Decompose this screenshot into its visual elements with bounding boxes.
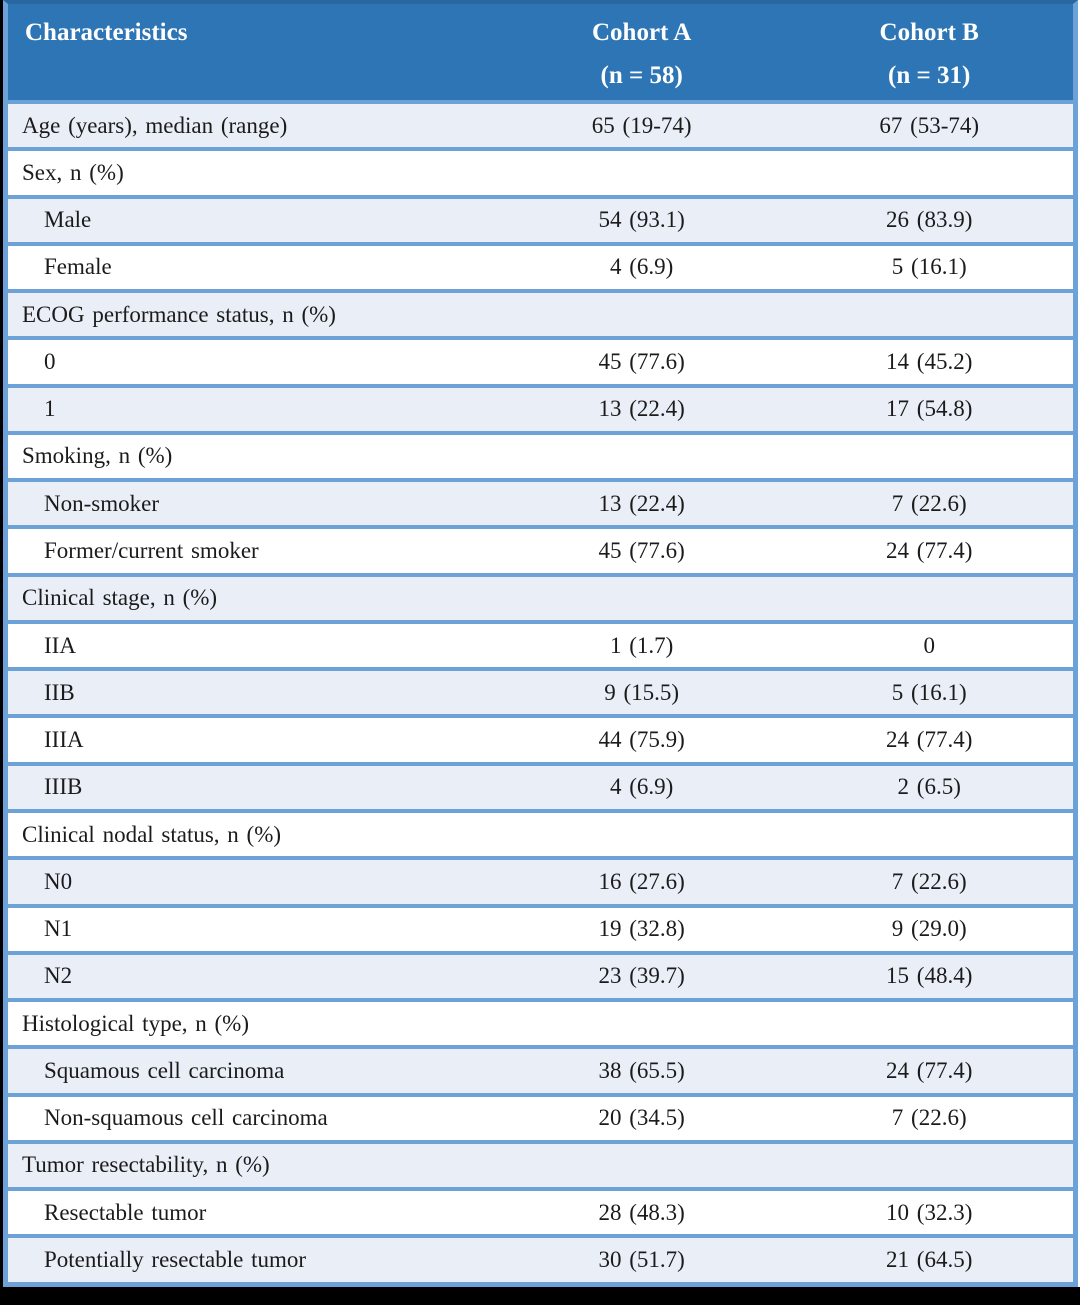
- table-row: Smoking, n (%): [8, 430, 1073, 479]
- cohort-b-value: 5 (16.1): [891, 679, 967, 705]
- table-row: Non-squamous cell carcinoma 20 (34.5) 7 …: [8, 1092, 1073, 1140]
- table-row: Age (years), median (range) 65 (19-74) 6…: [8, 100, 1073, 148]
- header-characteristics: Characteristics: [25, 19, 188, 46]
- row-label: Tumor resectability, n (%): [22, 1152, 270, 1178]
- cohort-a-value: 45 (77.6): [598, 538, 685, 564]
- table-row: Male 54 (93.1) 26 (83.9): [8, 194, 1073, 242]
- row-label: Smoking, n (%): [22, 443, 173, 469]
- row-label: Non-smoker: [44, 490, 159, 516]
- cohort-a-value: 28 (48.3): [598, 1199, 685, 1225]
- cohort-a-value: 9 (15.5): [604, 679, 680, 705]
- row-label: Male: [44, 207, 92, 233]
- table-row: IIIA 44 (75.9) 24 (77.4): [8, 714, 1073, 762]
- cohort-a-value: 65 (19-74): [591, 112, 692, 138]
- cohort-a-value: 13 (22.4): [598, 396, 685, 422]
- table-row: Clinical stage, n (%): [8, 572, 1073, 620]
- row-label: Non-squamous cell carcinoma: [44, 1105, 328, 1131]
- table-row: 1 13 (22.4) 17 (54.8): [8, 383, 1073, 431]
- row-label: N0: [44, 868, 73, 894]
- row-label: IIA: [44, 632, 76, 658]
- cohort-b-value: 17 (54.8): [886, 396, 973, 422]
- header-cohort-a-title: Cohort A: [592, 19, 692, 46]
- table-row: Non-smoker 13 (22.4) 7 (22.6): [8, 478, 1073, 526]
- header-cohort-a-n: (n = 58): [600, 62, 683, 89]
- cohort-b-value: 5 (16.1): [891, 254, 967, 280]
- row-label: 0: [44, 348, 56, 374]
- row-label: Resectable tumor: [44, 1199, 207, 1225]
- cohort-b-value: 24 (77.4): [886, 538, 973, 564]
- row-label: Clinical nodal status, n (%): [22, 821, 282, 847]
- cohort-a-value: 54 (93.1): [598, 207, 685, 233]
- cohort-b-value: 2 (6.5): [897, 774, 961, 800]
- cohort-b-value: 10 (32.3): [886, 1199, 973, 1225]
- cohort-b-value: 24 (77.4): [886, 727, 973, 753]
- characteristics-table: Characteristics Cohort A (n = 58) Cohort…: [3, 0, 1078, 1287]
- cohort-a-value: 23 (39.7): [598, 963, 685, 989]
- cohort-a-value: 45 (77.6): [598, 348, 685, 374]
- table-row: Potentially resectable tumor 30 (51.7) 2…: [8, 1234, 1073, 1282]
- row-label: Female: [44, 254, 112, 280]
- cohort-a-value: 38 (65.5): [598, 1057, 685, 1083]
- row-label: N1: [44, 916, 73, 942]
- header-cohort-b-n: (n = 31): [888, 62, 971, 89]
- row-label: Sex, n (%): [22, 159, 124, 185]
- row-label: Age (years), median (range): [22, 112, 288, 138]
- cohort-a-value: 4 (6.9): [610, 774, 674, 800]
- cohort-a-value: 13 (22.4): [598, 490, 685, 516]
- table-row: N2 23 (39.7) 15 (48.4): [8, 950, 1073, 999]
- cohort-b-value: 9 (29.0): [891, 916, 967, 942]
- cohort-b-value: 7 (22.6): [891, 490, 967, 516]
- cohort-b-value: 24 (77.4): [886, 1057, 973, 1083]
- row-label: 1: [44, 396, 56, 422]
- cohort-a-value: 30 (51.7): [598, 1247, 685, 1272]
- table-body: Age (years), median (range) 65 (19-74) 6…: [8, 100, 1073, 1282]
- table-row: IIB 9 (15.5) 5 (16.1): [8, 667, 1073, 715]
- row-label: Histological type, n (%): [22, 1010, 250, 1036]
- cohort-a-value: 4 (6.9): [610, 254, 674, 280]
- table-row: 0 45 (77.6) 14 (45.2): [8, 336, 1073, 384]
- cohort-b-value: 67 (53-74): [879, 112, 980, 138]
- row-label: Clinical stage, n (%): [22, 585, 218, 611]
- table-row: Tumor resectability, n (%): [8, 1139, 1073, 1188]
- table-header-row: Characteristics Cohort A (n = 58) Cohort…: [8, 4, 1073, 100]
- cohort-a-value: 19 (32.8): [598, 916, 685, 942]
- row-label: ECOG performance status, n (%): [22, 301, 336, 327]
- header-cohort-b-title: Cohort B: [879, 19, 979, 46]
- cohort-a-value: 1 (1.7): [610, 632, 674, 658]
- table-row: Female 4 (6.9) 5 (16.1): [8, 241, 1073, 290]
- row-label: IIB: [44, 679, 75, 705]
- cohort-b-value: 14 (45.2): [886, 348, 973, 374]
- left-black-edge: [0, 0, 3, 1305]
- header-cohort-b: Cohort B (n = 31): [785, 4, 1073, 100]
- cohort-b-value: 26 (83.9): [886, 207, 973, 233]
- row-label: Potentially resectable tumor: [44, 1247, 307, 1272]
- table-row: Resectable tumor 28 (48.3) 10 (32.3): [8, 1187, 1073, 1235]
- header-cohort-a: Cohort A (n = 58): [498, 4, 786, 100]
- bottom-black-bar: [0, 1287, 1080, 1305]
- row-label: IIIA: [44, 727, 84, 753]
- row-label: N2: [44, 963, 73, 989]
- cohort-b-value: 7 (22.6): [891, 868, 967, 894]
- table-row: Former/current smoker 45 (77.6) 24 (77.4…: [8, 525, 1073, 573]
- table-row: Clinical nodal status, n (%): [8, 808, 1073, 857]
- table-row: Sex, n (%): [8, 147, 1073, 195]
- table-row: N0 16 (27.6) 7 (22.6): [8, 856, 1073, 904]
- cohort-b-value: 21 (64.5): [886, 1247, 973, 1272]
- cohort-b-value: 15 (48.4): [886, 963, 973, 989]
- table-row: IIA 1 (1.7) 0: [8, 619, 1073, 668]
- table-row: IIIB 4 (6.9) 2 (6.5): [8, 761, 1073, 809]
- table-row: N1 19 (32.8) 9 (29.0): [8, 903, 1073, 951]
- row-label: Squamous cell carcinoma: [44, 1057, 285, 1083]
- table-row: ECOG performance status, n (%): [8, 289, 1073, 337]
- cohort-a-value: 44 (75.9): [598, 727, 685, 753]
- table-row: Histological type, n (%): [8, 998, 1073, 1046]
- cohort-b-value: 0: [923, 632, 935, 658]
- row-label: Former/current smoker: [44, 538, 259, 564]
- table-row: Squamous cell carcinoma 38 (65.5) 24 (77…: [8, 1045, 1073, 1093]
- cohort-b-value: 7 (22.6): [891, 1105, 967, 1131]
- cohort-a-value: 20 (34.5): [598, 1105, 685, 1131]
- cohort-a-value: 16 (27.6): [598, 868, 685, 894]
- row-label: IIIB: [44, 774, 83, 800]
